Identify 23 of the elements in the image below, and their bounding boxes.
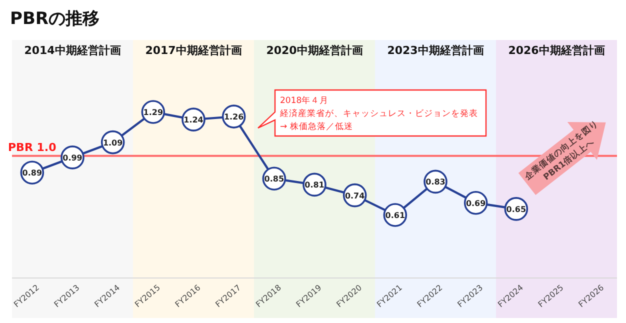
chart-title: PBRの推移 [10, 9, 100, 29]
data-label: 0.89 [22, 168, 42, 178]
data-label: 0.83 [426, 178, 446, 187]
data-label: 0.65 [506, 204, 526, 214]
data-label: 1.24 [184, 116, 204, 125]
band-label: 2023中期経営計画 [387, 44, 484, 57]
band-label: 2020中期経営計画 [266, 44, 363, 57]
data-label: 0.99 [62, 153, 83, 162]
ref-line-label: PBR 1.0 [8, 140, 57, 154]
text: 2018年４月 [280, 95, 329, 106]
annotation: → 株価急落／低迷 [280, 121, 353, 132]
data-label: 0.61 [385, 211, 406, 220]
band-label: 2017中期経営計画 [145, 44, 242, 57]
data-label: 0.81 [304, 180, 325, 190]
annotation: 経済産業省が、キャッシュレス・ビジョンを発表 [279, 108, 478, 119]
data-label: 0.69 [466, 198, 486, 208]
data-label: 1.29 [143, 108, 164, 117]
band-label: 2026中期経営計画 [508, 44, 605, 57]
data-label: 0.74 [344, 191, 366, 200]
band-label: 2014中期経営計画 [24, 44, 121, 57]
data-label: 1.09 [102, 138, 124, 148]
data-label: 1.26 [224, 112, 244, 122]
data-label: 0.85 [264, 174, 284, 184]
